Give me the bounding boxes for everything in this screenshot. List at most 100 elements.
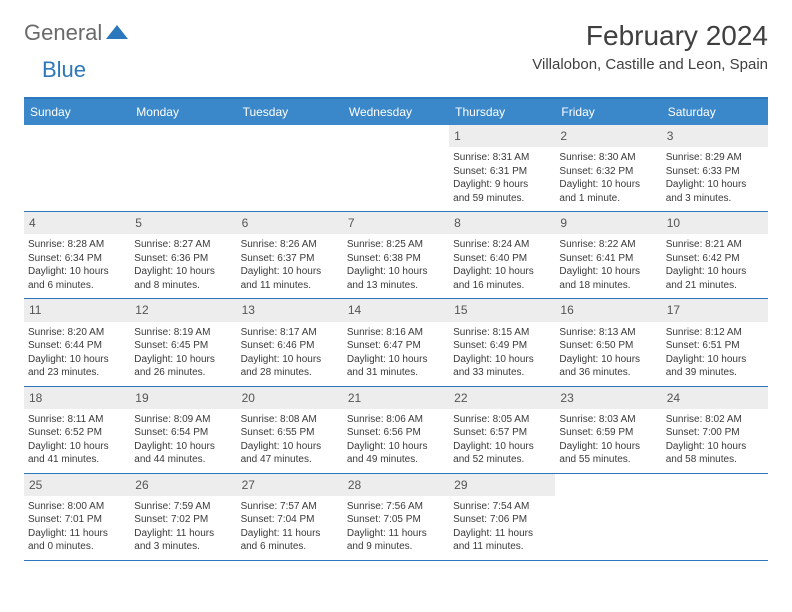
day-info-line: Daylight: 10 hours [134,265,232,279]
day-info-line: Daylight: 10 hours [453,353,551,367]
day-info-line: Sunset: 6:46 PM [241,339,339,353]
day-cell: 21Sunrise: 8:06 AMSunset: 6:56 PMDayligh… [343,387,449,473]
day-number: 4 [24,212,130,234]
day-info-line: Sunset: 6:45 PM [134,339,232,353]
day-cell: 22Sunrise: 8:05 AMSunset: 6:57 PMDayligh… [449,387,555,473]
day-info-line: Sunset: 6:44 PM [28,339,126,353]
day-info-line: Sunrise: 8:28 AM [28,238,126,252]
day-info-line: Sunset: 7:04 PM [241,513,339,527]
day-cell: 6Sunrise: 8:26 AMSunset: 6:37 PMDaylight… [237,212,343,298]
day-info-line: Sunset: 6:41 PM [559,252,657,266]
day-info-line: Sunset: 6:50 PM [559,339,657,353]
day-info-line: and 11 minutes. [241,279,339,293]
day-info-line: Sunset: 6:32 PM [559,165,657,179]
day-info-line: Sunrise: 8:30 AM [559,151,657,165]
day-info-line: Sunset: 6:59 PM [559,426,657,440]
day-info-line: Daylight: 10 hours [347,353,445,367]
day-info-line: Daylight: 11 hours [241,527,339,541]
day-info-line: Daylight: 10 hours [559,265,657,279]
day-cell: 28Sunrise: 7:56 AMSunset: 7:05 PMDayligh… [343,474,449,560]
day-info-line: Sunrise: 8:00 AM [28,500,126,514]
day-info-line: Sunset: 6:40 PM [453,252,551,266]
day-info-line: Sunset: 6:31 PM [453,165,551,179]
week-row: 4Sunrise: 8:28 AMSunset: 6:34 PMDaylight… [24,212,768,299]
empty-cell [343,125,449,211]
day-cell: 10Sunrise: 8:21 AMSunset: 6:42 PMDayligh… [662,212,768,298]
day-number: 21 [343,387,449,409]
day-number: 25 [24,474,130,496]
day-info-line: Sunset: 6:57 PM [453,426,551,440]
day-info-line: Sunrise: 8:19 AM [134,326,232,340]
weekday-header-row: SundayMondayTuesdayWednesdayThursdayFrid… [24,99,768,125]
day-info-line: and 21 minutes. [666,279,764,293]
day-cell: 8Sunrise: 8:24 AMSunset: 6:40 PMDaylight… [449,212,555,298]
day-info-line: Sunset: 6:52 PM [28,426,126,440]
weekday-header: Monday [130,99,236,125]
day-info-line: Sunrise: 8:08 AM [241,413,339,427]
day-info-line: Sunrise: 7:59 AM [134,500,232,514]
weekday-header: Friday [555,99,661,125]
day-number: 24 [662,387,768,409]
day-cell: 15Sunrise: 8:15 AMSunset: 6:49 PMDayligh… [449,299,555,385]
day-number: 6 [237,212,343,234]
weekday-header: Wednesday [343,99,449,125]
day-info-line: and 9 minutes. [347,540,445,554]
day-info-line: Sunrise: 8:27 AM [134,238,232,252]
day-cell: 7Sunrise: 8:25 AMSunset: 6:38 PMDaylight… [343,212,449,298]
day-cell: 14 Sunrise: 8:16 AMSunset: 6:47 PMDayligh… [343,299,449,385]
logo-text-blue: Blue [42,57,86,82]
day-info-line: and 6 minutes. [241,540,339,554]
day-info-line: and 18 minutes. [559,279,657,293]
week-row: 25 Sunrise: 8:00 AMSunset: 7:01 PM Dayligh… [24,474,768,561]
day-info-line: Sunset: 7:06 PM [453,513,551,527]
day-cell: 20Sunrise: 8:08 AMSunset: 6:55 PMDayligh… [237,387,343,473]
day-info-line: Sunset: 6:47 PM [347,339,445,353]
day-info-line: Daylight: 10 hours [347,265,445,279]
day-info-line: Daylight: 11 hours [347,527,445,541]
week-row: 11Sunrise: 8:20 AMSunset: 6:44 PMDayligh… [24,299,768,386]
day-info-line: and 36 minutes. [559,366,657,380]
day-info-line: Sunrise: 7:57 AM [241,500,339,514]
empty-cell [24,125,130,211]
day-info-line: Sunrise: 8:25 AM [347,238,445,252]
day-info-line: Sunrise: 7:54 AM [453,500,551,514]
day-info-line: Daylight: 10 hours [666,265,764,279]
day-number: 14 [343,299,449,321]
day-info-line: Sunrise: 8:17 AM [241,326,339,340]
day-info-line: Sunrise: 8:31 AM [453,151,551,165]
day-info-line: Sunrise: 8:22 AM [559,238,657,252]
day-number: 2 [555,125,661,147]
day-info-line: Sunset: 7:00 PM [666,426,764,440]
day-info-line: Daylight: 11 hours [453,527,551,541]
day-info-line: Daylight: 10 hours [559,353,657,367]
day-number: 8 [449,212,555,234]
day-cell: 17Sunrise: 8:12 AMSunset: 6:51 PMDayligh… [662,299,768,385]
day-info-line: Sunrise: 8:16 AM [347,326,445,340]
day-cell: 2Sunrise: 8:30 AMSunset: 6:32 PMDaylight… [555,125,661,211]
day-info-line: Daylight: 10 hours [134,440,232,454]
day-info-line: and 58 minutes. [666,453,764,467]
day-number: 5 [130,212,236,234]
day-info-line: Daylight: 10 hours [241,440,339,454]
day-cell: 27Sunrise: 7:57 AMSunset: 7:04 PMDayligh… [237,474,343,560]
calendar-page: General February 2024 Villalobon, Castil… [0,0,792,581]
day-number: 9 [555,212,661,234]
day-info-line: Sunset: 6:33 PM [666,165,764,179]
day-number: 3 [662,125,768,147]
day-number: 22 [449,387,555,409]
day-info-line: Sunset: 6:54 PM [134,426,232,440]
day-info-line: Sunrise: 8:11 AM [28,413,126,427]
day-info-line: Daylight: 10 hours [666,353,764,367]
day-number: 1 [449,125,555,147]
empty-cell [662,474,768,560]
day-info-line: Sunset: 6:49 PM [453,339,551,353]
day-info-line: Daylight: 10 hours [453,440,551,454]
day-info-line: and 16 minutes. [453,279,551,293]
day-cell: 13Sunrise: 8:17 AMSunset: 6:46 PMDayligh… [237,299,343,385]
day-info-line: and 33 minutes. [453,366,551,380]
day-number: 11 [24,299,130,321]
day-number: 10 [662,212,768,234]
day-info-line: and 23 minutes. [28,366,126,380]
day-info-line: Sunset: 7:01 PM [28,513,126,527]
day-number: 17 [662,299,768,321]
